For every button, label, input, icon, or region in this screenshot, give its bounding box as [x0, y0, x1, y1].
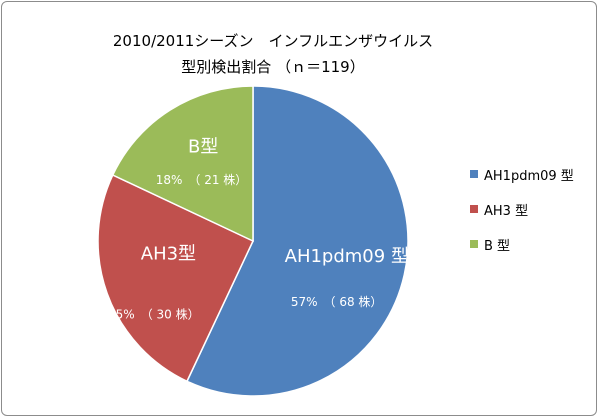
slice-name-label-ah1pdm09: AH1pdm09 型 [285, 246, 409, 267]
legend-label-ah1pdm09: AH1pdm09 型 [484, 168, 574, 184]
chart-title-line1: 2010/2011シーズン インフルエンザウイルス [112, 32, 434, 50]
chart-title-line2: 型別検出割合 （ｎ＝119） [181, 58, 365, 76]
legend-item-b: B 型 [470, 235, 511, 254]
slice-percent-label-b: 18% （ 21 株） [156, 172, 248, 187]
legend-label-b: B 型 [484, 238, 511, 254]
pie-slice-ah3 [97, 174, 254, 383]
legend-item-ah3: AH3 型 [470, 200, 529, 219]
pie-slice-ah1pdm09 [186, 85, 409, 397]
slice-name-label-b: B型 [188, 136, 218, 157]
slice-name-label-ah3: AH3型 [141, 243, 196, 264]
pie-slice-b [111, 85, 254, 243]
legend-swatch-ah1pdm09 [470, 170, 478, 178]
legend-item-ah1pdm09: AH1pdm09 型 [470, 165, 574, 184]
legend-label-ah3: AH3 型 [484, 203, 529, 219]
slice-percent-label-ah1pdm09: 57% （ 68 株） [291, 294, 383, 309]
legend-swatch-b [470, 240, 478, 248]
slice-percent-label-ah3: 25% （ 30 株） [108, 307, 200, 322]
legend-swatch-ah3 [470, 205, 478, 213]
